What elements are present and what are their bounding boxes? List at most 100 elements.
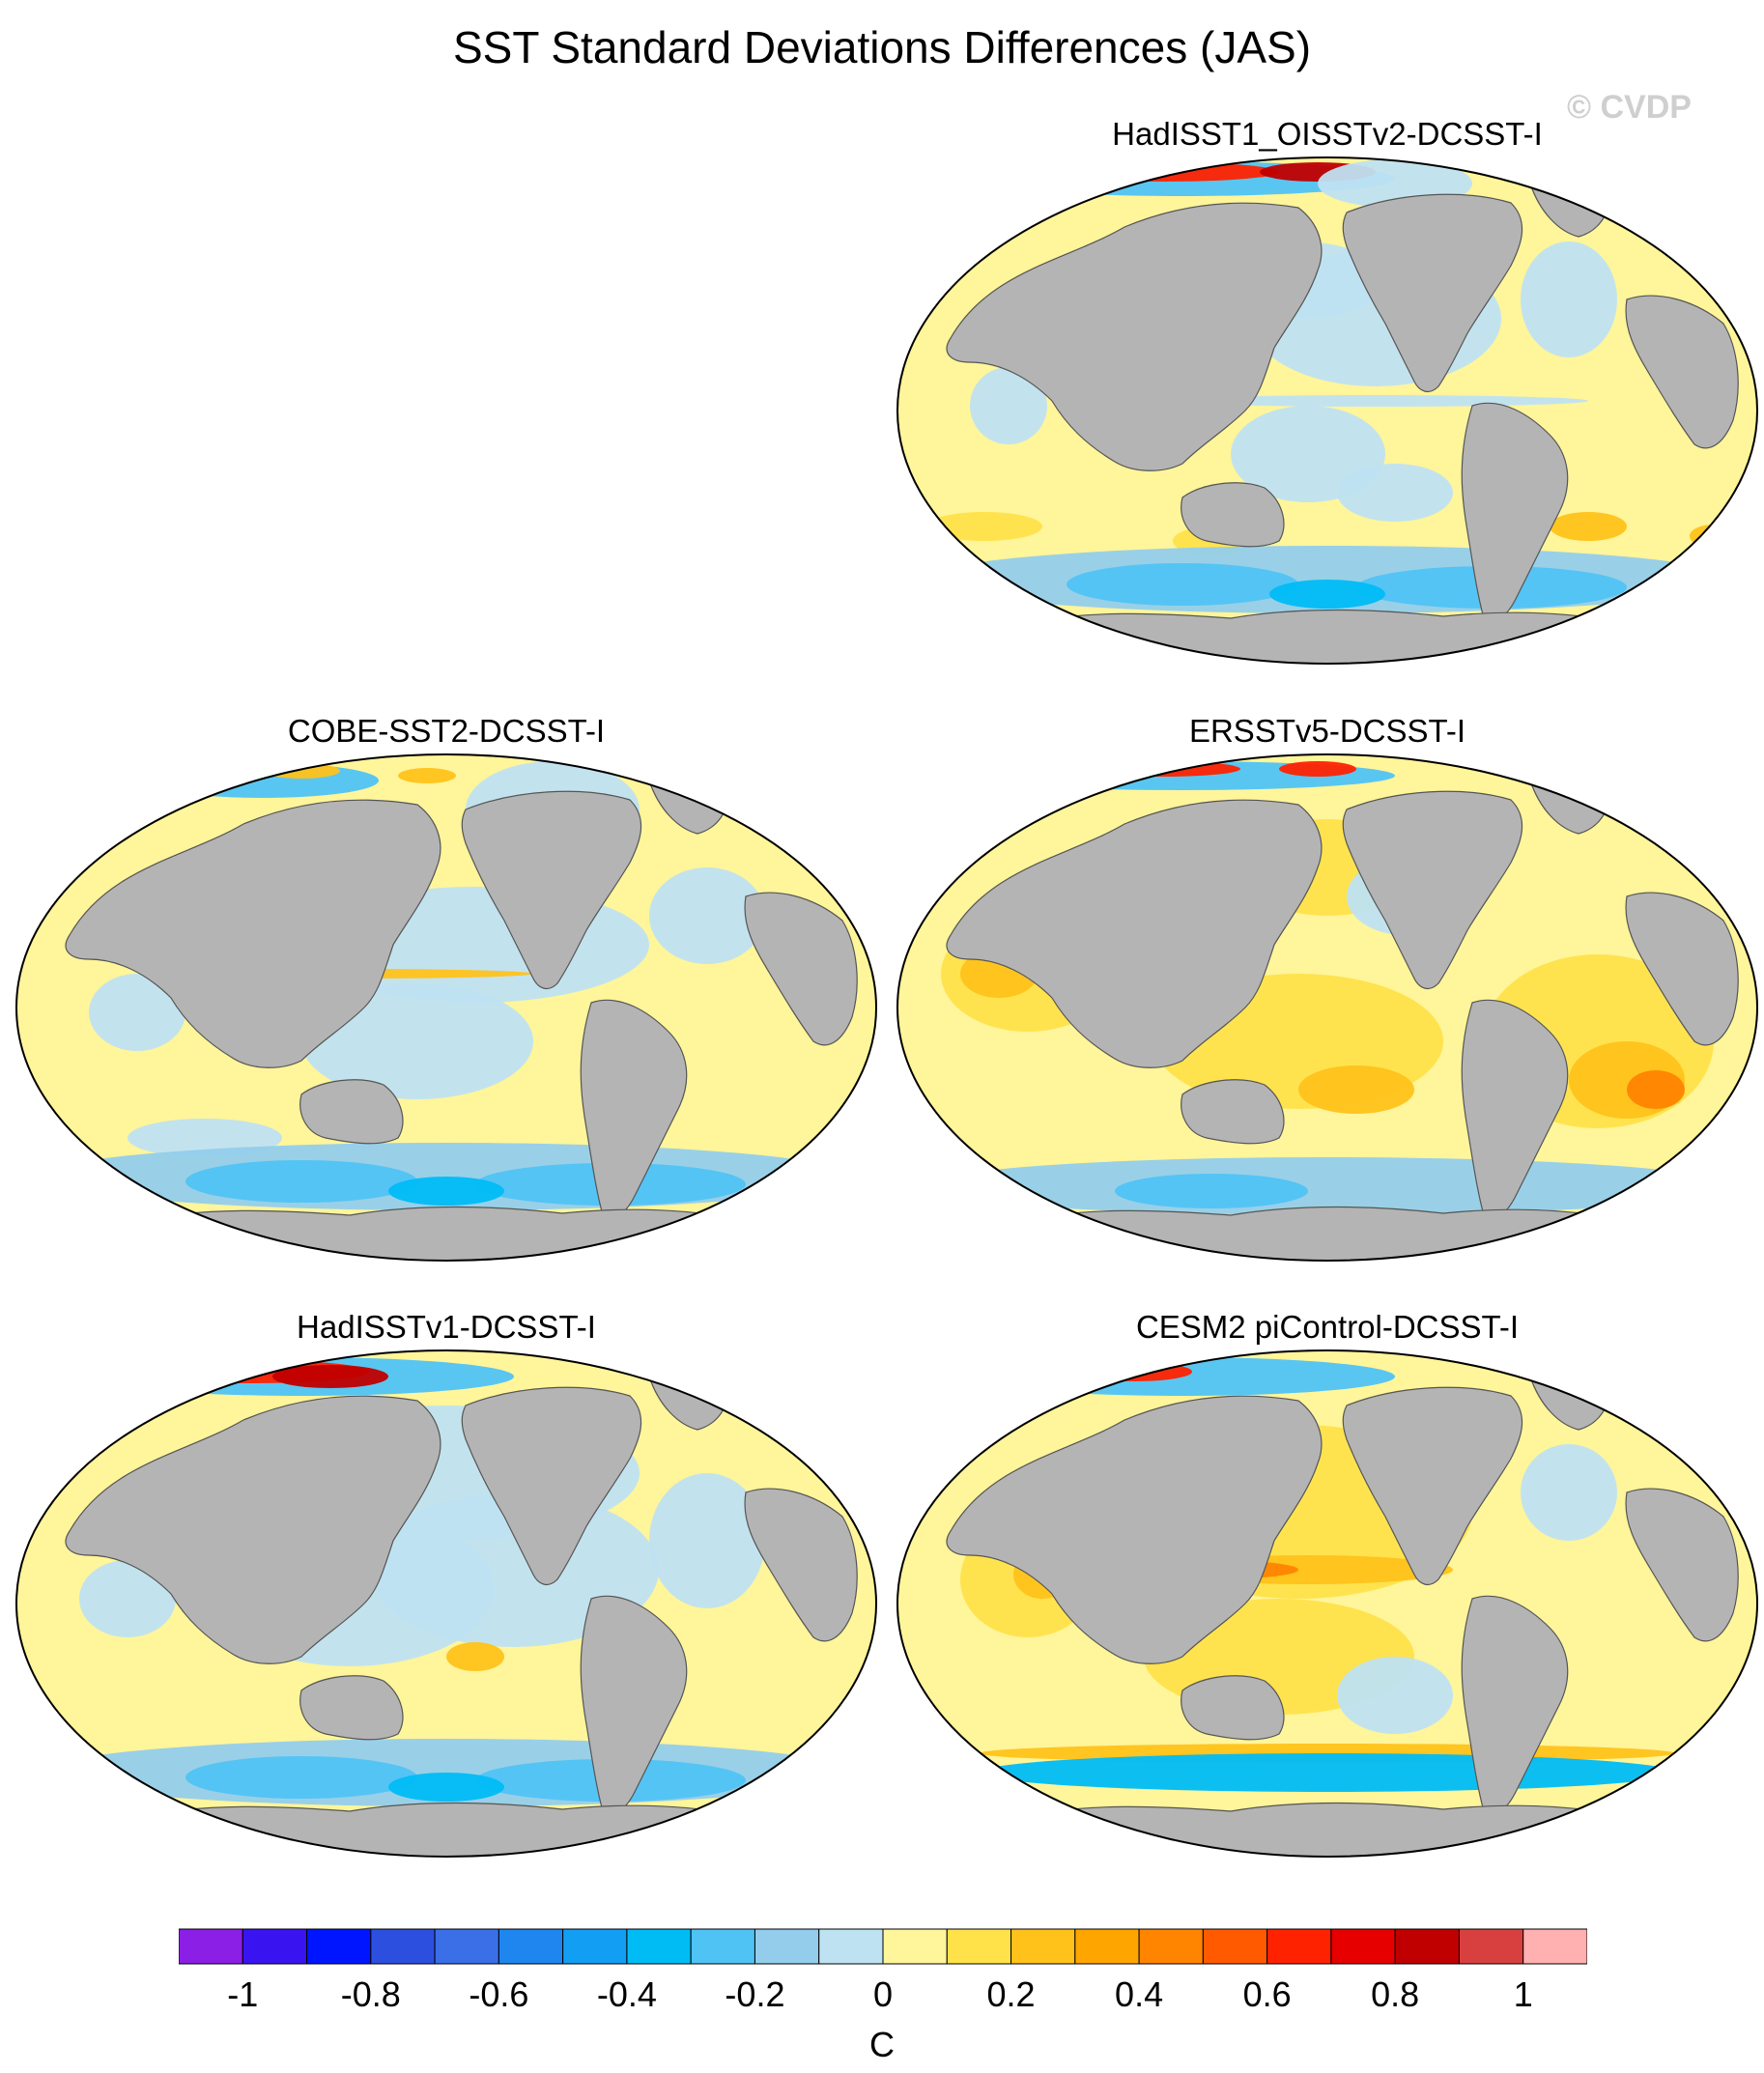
anomaly-patch	[922, 1157, 1733, 1215]
panel-title: ERSSTv5-DCSST-I	[1188, 713, 1466, 749]
map-panel-hadisst1-oisstv2: HadISST1_OISSTv2-DCSST-I	[893, 116, 1762, 667]
anomaly-patch	[1521, 241, 1617, 357]
colorbar-swatch	[882, 1928, 948, 1965]
anomaly-patch	[1559, 1362, 1617, 1391]
anomaly-patch	[1690, 525, 1738, 548]
map-border	[15, 1349, 877, 1858]
land-australia	[299, 1675, 404, 1741]
anomaly-patch	[980, 1753, 1675, 1792]
land-australia	[1181, 1079, 1285, 1145]
map-panel-cesm2-picontrol: CESM2 piControl-DCSST-I	[893, 1309, 1762, 1860]
map-panel-cobe-sst2: COBE-SST2-DCSST-I	[12, 713, 881, 1264]
land-south-america	[580, 999, 688, 1220]
world-map	[896, 1349, 1758, 1858]
land-antarctica	[1008, 1802, 1647, 1857]
land-australia	[299, 1079, 404, 1145]
land-south-america	[1461, 1595, 1569, 1816]
land-asia	[65, 1395, 441, 1664]
anomaly-patch	[1521, 1444, 1617, 1541]
land-south-america	[580, 1595, 688, 1816]
anomaly-patch	[1337, 1657, 1453, 1734]
colorbar-units: C	[869, 2025, 895, 2064]
anomaly-patch	[272, 1365, 388, 1388]
colorbar-swatch	[1074, 1928, 1140, 1965]
land-north-america	[1342, 1386, 1523, 1586]
colorbar-tick-label: 0.6	[1242, 1974, 1292, 2014]
anomaly-patch	[79, 1560, 176, 1637]
colorbar-swatch	[1010, 1928, 1076, 1965]
world-map	[15, 1349, 877, 1858]
anomaly-patch	[1115, 1174, 1308, 1208]
world-map	[896, 156, 1758, 665]
land-europe-africa-east	[744, 1488, 858, 1642]
colorbar-swatch	[1522, 1928, 1587, 1965]
anomaly-patch	[1067, 563, 1298, 606]
map-border	[15, 753, 877, 1262]
anomaly-patch	[1337, 464, 1453, 522]
anomaly-patch	[446, 1642, 504, 1671]
land-asia	[946, 202, 1323, 471]
anomaly-patch	[649, 867, 765, 964]
anomaly-patch	[649, 1473, 765, 1608]
colorbar-swatch	[754, 1928, 820, 1965]
land-europe-africa-east	[1625, 892, 1739, 1046]
colorbar-swatch	[179, 1928, 243, 1965]
colorbar-swatch	[946, 1928, 1012, 1965]
land-europe-africa-east	[744, 892, 858, 1046]
anomaly-patch	[388, 1773, 504, 1802]
anomaly-patch	[1047, 162, 1279, 182]
anomaly-patch	[369, 1492, 659, 1647]
land-south-america	[1461, 999, 1569, 1220]
colorbar-tick-label: 0	[872, 1974, 894, 2014]
colorbar-swatch	[1202, 1928, 1268, 1965]
anomaly-patch	[1298, 1065, 1414, 1114]
land-south-america	[1461, 402, 1569, 623]
map-panel-hadisstv1: HadISSTv1-DCSST-I	[12, 1309, 881, 1860]
land-europe-africa-east	[1625, 295, 1739, 449]
panel-title: HadISST1_OISSTv2-DCSST-I	[1112, 116, 1543, 152]
anomaly-patch	[970, 367, 1047, 444]
colorbar-swatch	[370, 1928, 436, 1965]
map-border	[896, 753, 1758, 1262]
land-asia	[946, 1395, 1323, 1664]
land-asia	[65, 799, 441, 1068]
colorbar-swatch	[818, 1928, 884, 1965]
anomaly-patch	[1550, 512, 1627, 541]
land-antarctica	[127, 1802, 766, 1857]
panel-title: CESM2 piControl-DCSST-I	[1135, 1309, 1520, 1345]
panel-title: HadISSTv1-DCSST-I	[297, 1309, 596, 1345]
map-panel-ersstv5: ERSSTv5-DCSST-I	[893, 713, 1762, 1264]
colorbar-swatch	[498, 1928, 564, 1965]
land-north-america	[1342, 790, 1523, 990]
colorbar-swatch	[434, 1928, 499, 1965]
world-map	[896, 753, 1758, 1262]
anomaly-patch	[398, 768, 456, 783]
figure-title: SST Standard Deviations Differences (JAS…	[452, 22, 1312, 72]
colorbar-tick-label: 1	[1513, 1974, 1533, 2014]
colorbar-tick-label: -0.6	[469, 1974, 529, 2014]
colorbar-labels: -1 -0.8 -0.6 -0.4 -0.2 0 0.2 0.4 0.6 0.8 1	[179, 1974, 1587, 2014]
anomaly-patch	[185, 1160, 417, 1203]
anomaly-patch	[1076, 1362, 1192, 1381]
anomaly-patch	[147, 763, 379, 798]
colorbar-tick-label: 0.4	[1115, 1974, 1164, 2014]
colorbar-swatch	[1394, 1928, 1460, 1965]
panel-title: COBE-SST2-DCSST-I	[287, 713, 606, 749]
anomaly-patch	[185, 1756, 417, 1799]
land-australia	[1181, 482, 1285, 548]
land-antarctica	[127, 1206, 766, 1261]
map-border	[896, 1349, 1758, 1858]
colorbar-swatch	[690, 1928, 755, 1965]
land-europe-africa-east	[1625, 1488, 1739, 1642]
colorbar-swatch	[306, 1928, 372, 1965]
colorbar	[179, 1928, 1587, 1967]
land-asia	[946, 799, 1323, 1068]
anomaly-patch	[388, 1177, 504, 1206]
land-australia	[1181, 1675, 1285, 1741]
colorbar-swatch	[1138, 1928, 1204, 1965]
colorbar-swatch	[562, 1928, 628, 1965]
anomaly-patch	[1279, 761, 1356, 777]
anomaly-patch	[926, 512, 1042, 541]
anomaly-patch	[1627, 1070, 1685, 1109]
anomaly-patch	[1269, 580, 1385, 609]
